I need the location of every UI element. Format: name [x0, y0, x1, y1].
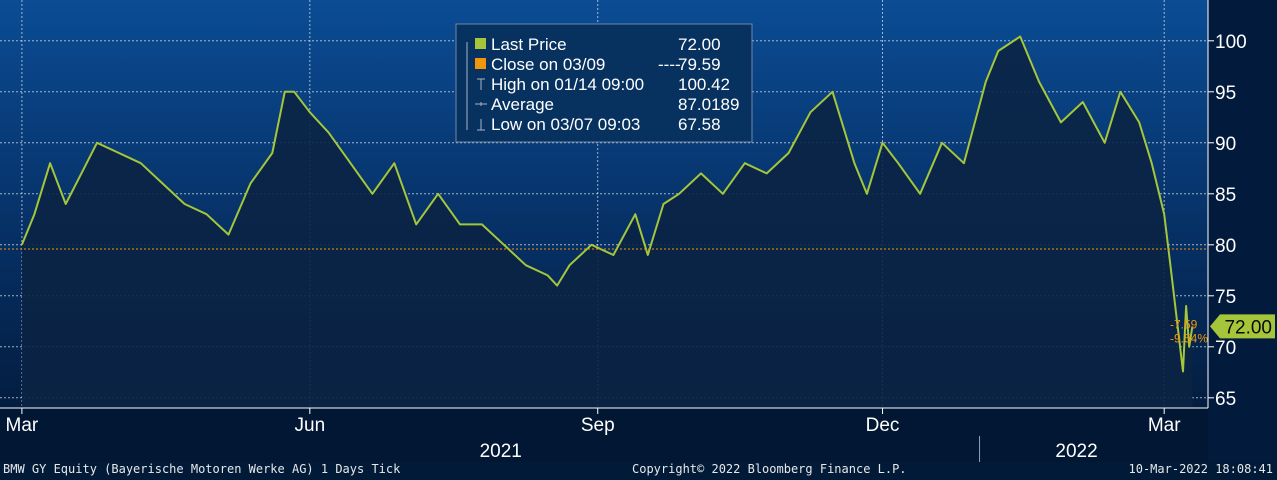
y-tick-label: 75 — [1215, 287, 1236, 308]
legend-marker-high — [477, 78, 485, 90]
legend-marker-average — [475, 102, 487, 106]
y-axis-band — [1208, 0, 1277, 462]
timestamp-text: 10-Mar-2022 18:08:41 — [1128, 462, 1274, 476]
y-tick-label: 95 — [1215, 83, 1236, 104]
y-tick-label: 70 — [1215, 338, 1236, 359]
x-tick-label: Mar — [1148, 415, 1181, 436]
legend-marker-last-price — [475, 38, 486, 49]
last-price-badge — [1210, 314, 1275, 339]
legend-label: Average — [491, 95, 554, 114]
legend-dashes: ---- — [658, 55, 681, 74]
x-tick-label: Mar — [6, 415, 39, 436]
y-tick-label: 85 — [1215, 185, 1236, 206]
legend-value: 87.0189 — [678, 95, 739, 114]
legend-marker-close — [475, 58, 486, 69]
legend-value: 72.00 — [678, 35, 721, 54]
security-description: BMW GY Equity (Bayerische Motoren Werke … — [3, 462, 401, 476]
price-change-abs: -7.59 — [1170, 317, 1198, 331]
price-line — [20, 35, 1194, 373]
x-tick-label: Sep — [581, 415, 615, 436]
y-tick-label: 65 — [1215, 389, 1236, 410]
last-price-badge-label: 72.00 — [1224, 317, 1272, 338]
legend-label: Low on 03/07 09:03 — [491, 115, 640, 134]
price-change-pct: -9.54% — [1170, 331, 1208, 345]
y-tick-label: 80 — [1215, 236, 1236, 257]
y-tick-label: 100 — [1215, 32, 1247, 53]
year-label: 2022 — [1055, 441, 1097, 462]
copyright-text: Copyright© 2022 Bloomberg Finance L.P. — [632, 462, 907, 476]
legend-label: Last Price — [491, 35, 567, 54]
legend-marker-low — [477, 119, 485, 131]
year-label: 2021 — [480, 441, 522, 462]
y-tick-label: 90 — [1215, 134, 1236, 155]
price-area — [21, 36, 1193, 408]
legend-value: 67.58 — [678, 115, 721, 134]
legend-box — [455, 23, 753, 143]
x-tick-label: Jun — [295, 415, 326, 436]
legend-label: Close on 03/09 — [491, 55, 605, 74]
legend-label: High on 01/14 09:00 — [491, 75, 644, 94]
x-tick-label: Dec — [866, 415, 900, 436]
x-axis-band — [0, 408, 1208, 462]
legend-value: 79.59 — [678, 55, 721, 74]
legend-value: 100.42 — [678, 75, 730, 94]
